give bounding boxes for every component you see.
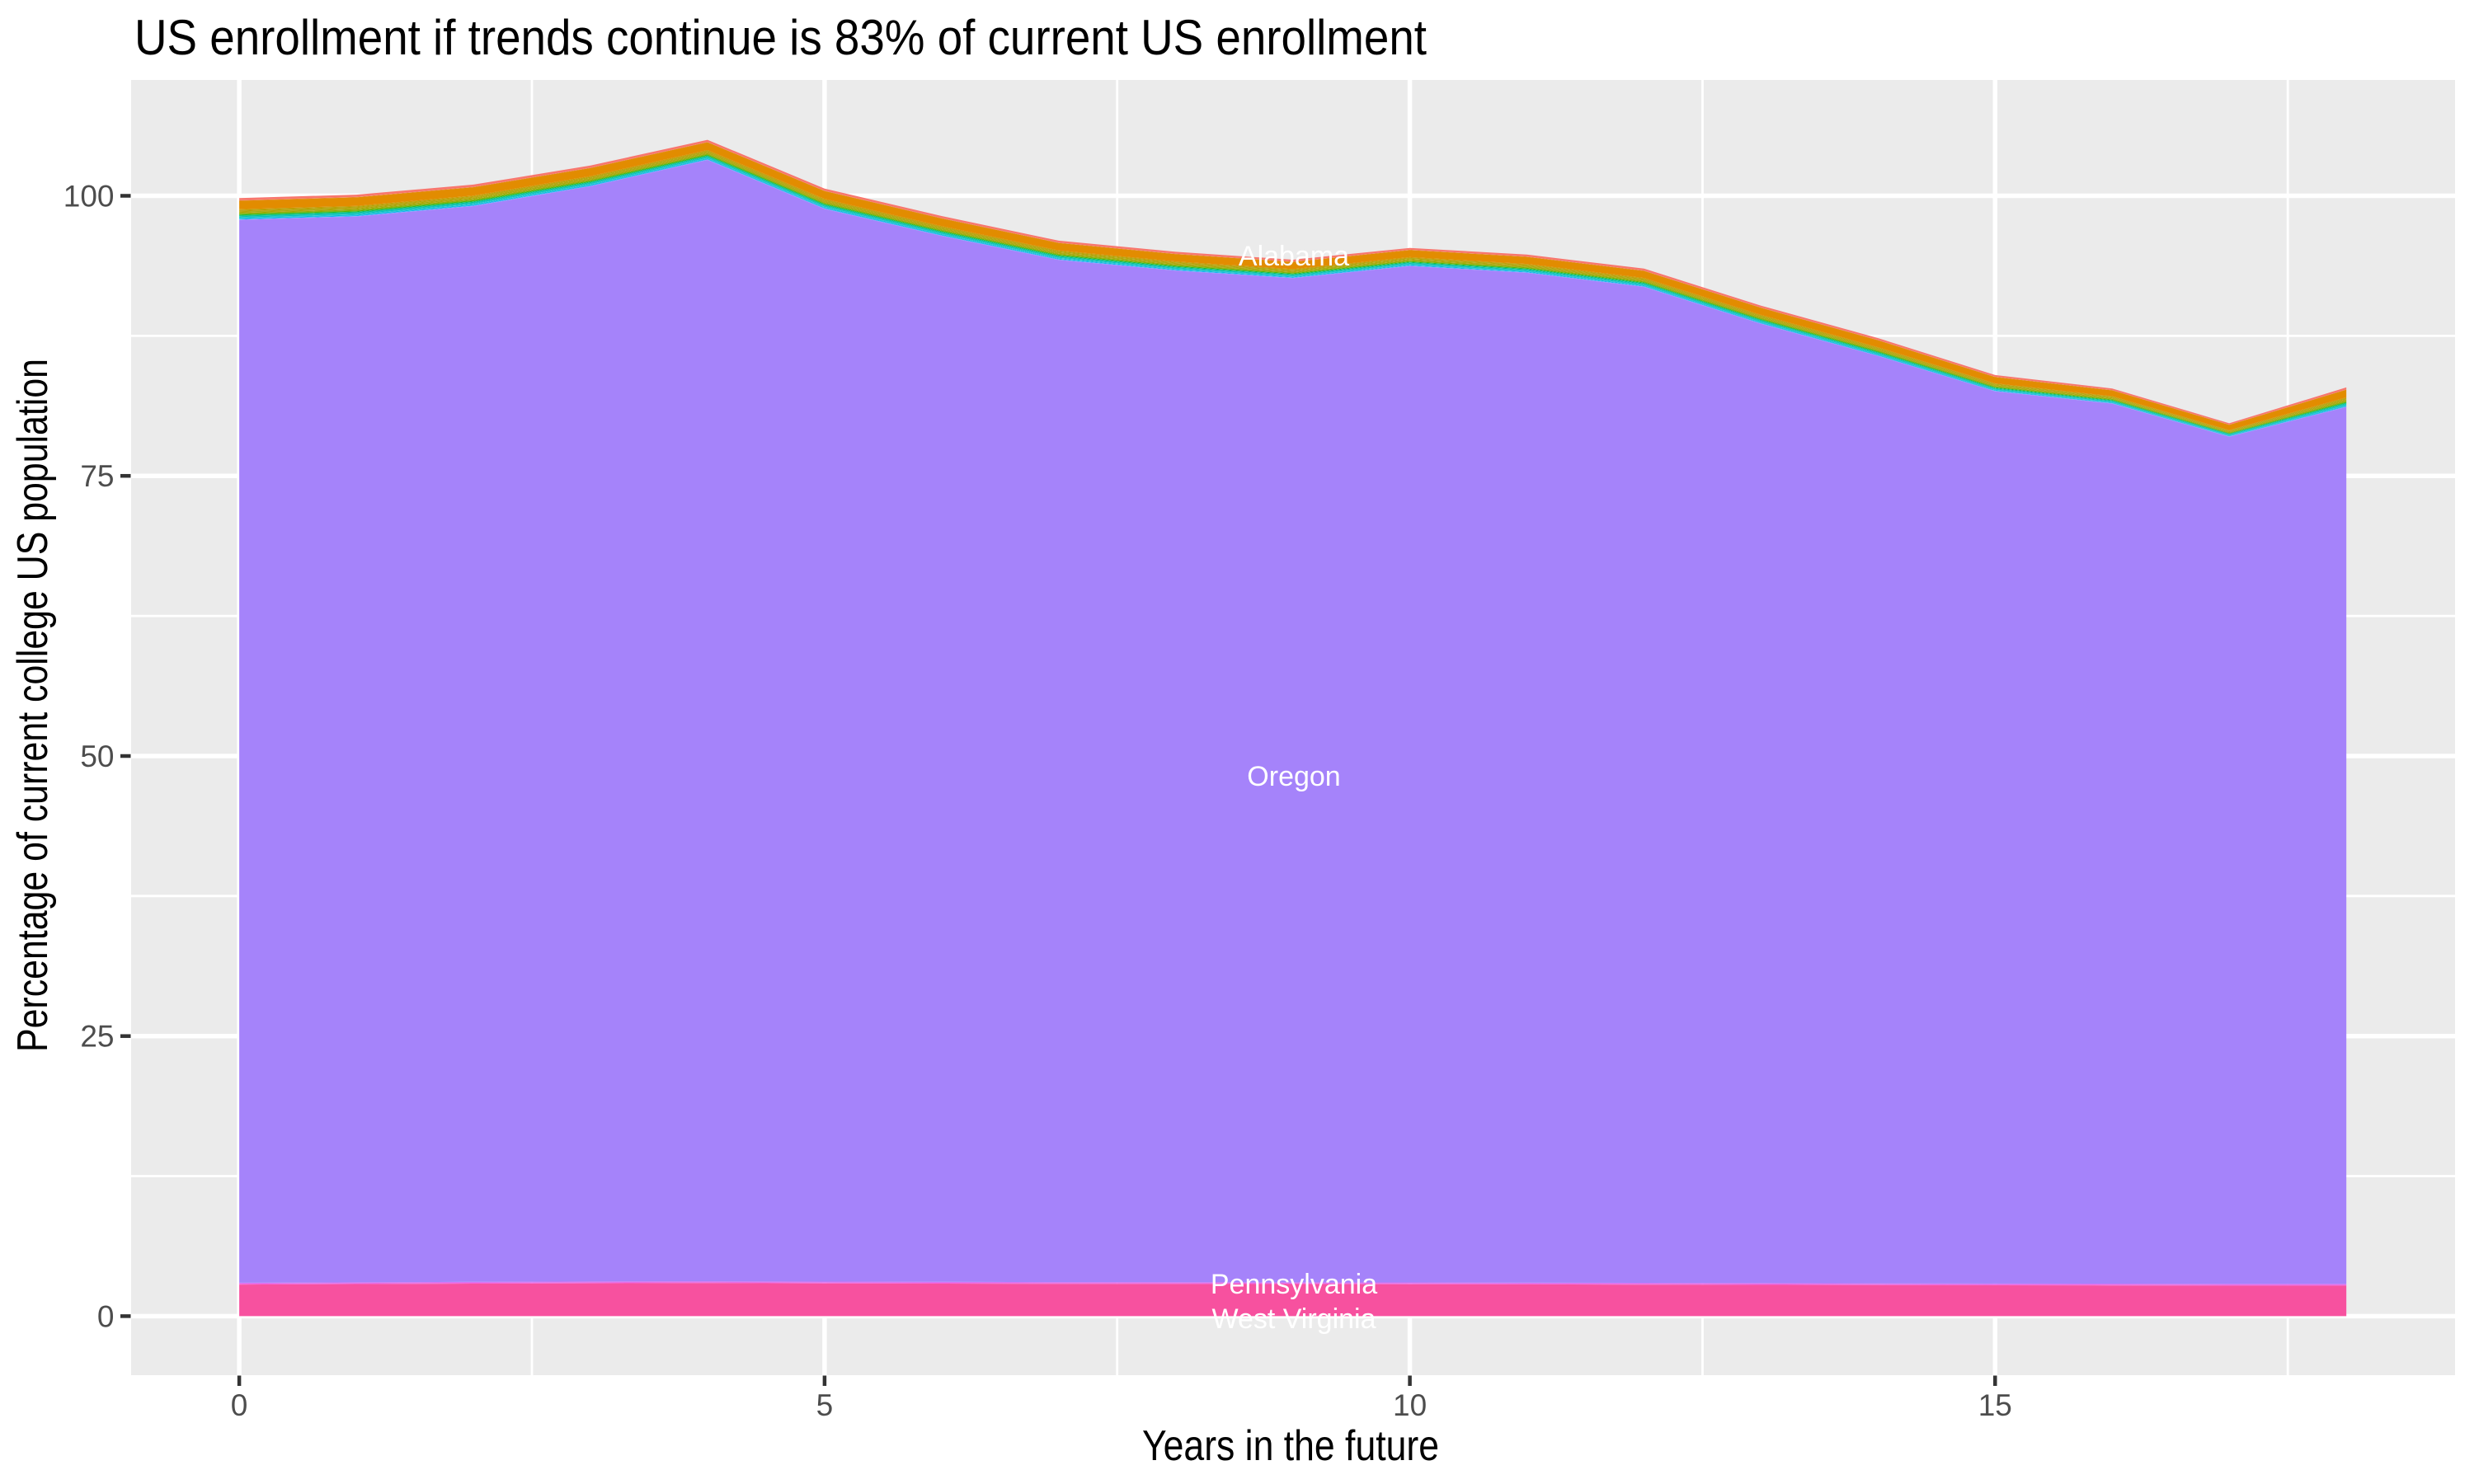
svg-text:Alabama: Alabama — [1239, 241, 1349, 272]
svg-text:Oregon: Oregon — [1247, 761, 1340, 792]
svg-text:15: 15 — [1978, 1388, 2012, 1422]
svg-text:5: 5 — [816, 1388, 834, 1422]
svg-text:0: 0 — [97, 1299, 115, 1333]
svg-text:50: 50 — [80, 740, 114, 773]
svg-text:Percentage of current college: Percentage of current college US populat… — [9, 359, 57, 1052]
svg-text:0: 0 — [231, 1388, 248, 1422]
svg-text:75: 75 — [80, 459, 114, 493]
svg-text:Pennsylvania: Pennsylvania — [1211, 1269, 1377, 1300]
svg-text:10: 10 — [1393, 1388, 1427, 1422]
svg-text:Years in the future: Years in the future — [1142, 1422, 1439, 1470]
svg-text:100: 100 — [63, 180, 115, 214]
svg-text:US enrollment if trends contin: US enrollment if trends continue is 83% … — [134, 10, 1427, 65]
svg-text:25: 25 — [80, 1020, 114, 1054]
svg-text:West Virginia: West Virginia — [1211, 1303, 1376, 1335]
